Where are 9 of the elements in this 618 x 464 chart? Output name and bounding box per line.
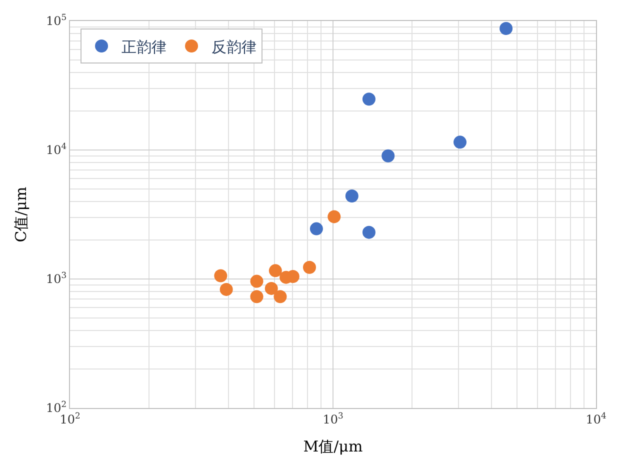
- legend-label: 正韵律: [122, 38, 167, 56]
- y-tick-label: 10$^{4}$: [46, 141, 67, 158]
- legend-label: 反韵律: [212, 38, 257, 56]
- y-tick-label: 10$^{5}$: [46, 12, 67, 28]
- x-tick-label: 10$^{4}$: [586, 410, 606, 426]
- y-axis-title: C值/μm: [12, 186, 30, 242]
- x-axis-title: M值/μm: [303, 437, 363, 456]
- y-tick-label: 10$^{3}$: [46, 270, 67, 286]
- x-tick-label: 10$^{3}$: [322, 410, 344, 426]
